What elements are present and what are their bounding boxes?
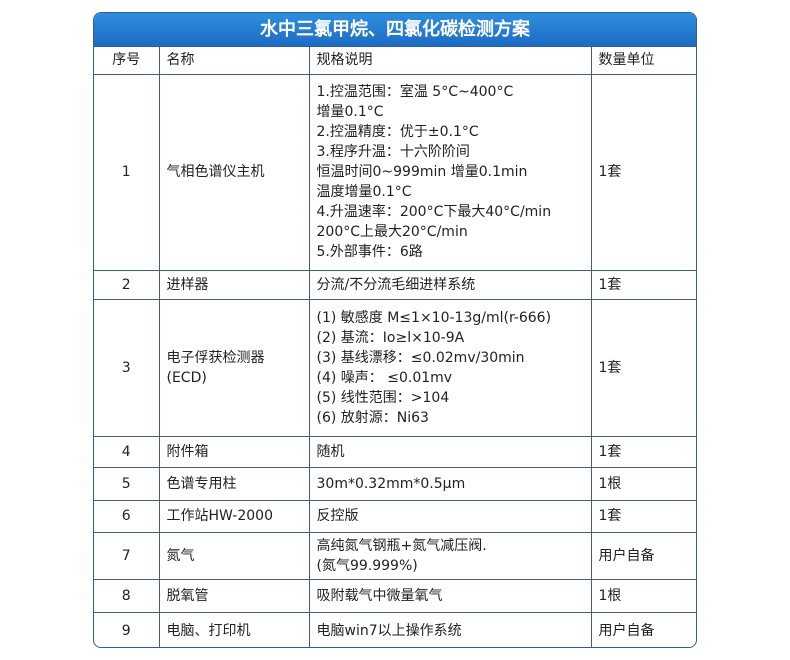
spec-line: 2.控温精度：优于±0.1°C xyxy=(316,124,479,140)
cell-qty: 1套 xyxy=(590,435,696,468)
name-line: 附件箱 xyxy=(166,443,209,460)
table-row: 6 工作站HW-2000 反控版 1套 xyxy=(94,499,696,533)
header-spec: 规格说明 xyxy=(308,47,592,75)
cell-name: 电子俘获检测器 (ECD) xyxy=(158,298,310,437)
cell-qty: 1套 xyxy=(590,269,696,300)
name-line: (ECD) xyxy=(166,369,207,386)
spec-line: (5) 线性范围：>104 xyxy=(316,389,450,406)
name-line: 气相色谱仪主机 xyxy=(166,164,265,180)
cell-name: 进样器 xyxy=(158,269,310,300)
cell-spec: 30m*0.32mm*0.5μm xyxy=(308,466,592,501)
spec-table: 序号 名称 规格说明 数量单位 1 气相色谱仪主机 1.控温范围：室温 5°C~40… xyxy=(94,47,696,647)
cell-spec: 吸附载气中微量氧气 xyxy=(308,578,592,613)
cell-no: 1 xyxy=(94,73,160,271)
spec-line: 温度增量0.1°C xyxy=(316,184,412,200)
spec-line: 电脑win7以上操作系统 xyxy=(316,622,462,639)
table-title: 水中三氯甲烷、四氯化碳检测方案 xyxy=(94,13,696,47)
spec-line: 高纯氮气钢瓶+氮气减压阀. xyxy=(316,537,487,554)
cell-name: 色谱专用柱 xyxy=(158,466,310,501)
table-row: 3 电子俘获检测器 (ECD) (1) 敏感度 M≤1×10-13g/ml(r-666… xyxy=(94,298,696,437)
spec-line: 3.程序升温：十六阶阶间 xyxy=(316,144,470,160)
cell-name: 脱氧管 xyxy=(158,578,310,613)
cell-no: 6 xyxy=(94,499,160,533)
cell-spec: (1) 敏感度 M≤1×10-13g/ml(r-666) (2) 基流：Io≥l×… xyxy=(308,298,592,437)
table-row: 5 色谱专用柱 30m*0.32mm*0.5μm 1根 xyxy=(94,466,696,501)
cell-spec: 电脑win7以上操作系统 xyxy=(308,611,592,647)
spec-line: 随机 xyxy=(316,443,345,460)
cell-qty: 1根 xyxy=(590,578,696,613)
cell-spec: 分流/不分流毛细进样系统 xyxy=(308,269,592,300)
table-row: 7 氮气 高纯氮气钢瓶+氮气减压阀. (氮气99.999%) 用户自备 xyxy=(94,531,696,580)
name-line: 进样器 xyxy=(166,276,209,293)
cell-no: 8 xyxy=(94,578,160,613)
name-line: 电脑、打印机 xyxy=(166,622,251,639)
name-line: 电子俘获检测器 xyxy=(166,349,265,366)
table-row: 9 电脑、打印机 电脑win7以上操作系统 用户自备 xyxy=(94,611,696,647)
header-qty: 数量单位 xyxy=(590,47,696,75)
cell-no: 9 xyxy=(94,611,160,647)
table-row: 4 附件箱 随机 1套 xyxy=(94,435,696,468)
spec-line: (3) 基线漂移：≤0.02mv/30min xyxy=(316,349,525,366)
cell-spec: 高纯氮气钢瓶+氮气减压阀. (氮气99.999%) xyxy=(308,531,592,580)
spec-line: 4.升温速率：200°C下最大40°C/min xyxy=(316,204,552,220)
spec-line: 30m*0.32mm*0.5μm xyxy=(316,475,466,492)
cell-spec: 反控版 xyxy=(308,499,592,533)
cell-no: 2 xyxy=(94,269,160,300)
cell-no: 5 xyxy=(94,466,160,501)
cell-spec: 随机 xyxy=(308,435,592,468)
spec-line: 吸附载气中微量氧气 xyxy=(316,587,443,604)
spec-line: 恒温时间0~999min 增量0.1min xyxy=(316,164,528,180)
cell-name: 电脑、打印机 xyxy=(158,611,310,647)
spec-line: 分流/不分流毛细进样系统 xyxy=(316,276,476,293)
header-name: 名称 xyxy=(158,47,310,75)
spec-line: (4) 噪声： ≤0.01mv xyxy=(316,369,453,386)
spec-line: 增量0.1°C xyxy=(316,104,384,120)
spec-line: (2) 基流：Io≥l×10-9A xyxy=(316,329,465,346)
table-row: 8 脱氧管 吸附载气中微量氧气 1根 xyxy=(94,578,696,613)
cell-name: 附件箱 xyxy=(158,435,310,468)
cell-no: 7 xyxy=(94,531,160,580)
cell-qty: 1套 xyxy=(590,298,696,437)
cell-no: 4 xyxy=(94,435,160,468)
spec-line: 反控版 xyxy=(316,508,359,524)
cell-spec: 1.控温范围：室温 5°C~400°C 增量0.1°C 2.控温精度：优于±0.1°… xyxy=(308,73,592,271)
spec-table-container: 水中三氯甲烷、四氯化碳检测方案 序号 名称 规格说明 数量单位 1 气相色谱仪主机… xyxy=(93,12,697,648)
name-line: 色谱专用柱 xyxy=(166,475,237,492)
cell-qty: 1根 xyxy=(590,466,696,501)
table-row: 2 进样器 分流/不分流毛细进样系统 1套 xyxy=(94,269,696,300)
name-line: 工作站HW-2000 xyxy=(166,508,273,524)
cell-name: 工作站HW-2000 xyxy=(158,499,310,533)
table-row: 1 气相色谱仪主机 1.控温范围：室温 5°C~400°C 增量0.1°C 2.控温精度… xyxy=(94,73,696,271)
header-no: 序号 xyxy=(94,47,160,75)
name-line: 氮气 xyxy=(166,547,195,564)
cell-no: 3 xyxy=(94,298,160,437)
cell-qty: 1套 xyxy=(590,499,696,533)
header-row: 序号 名称 规格说明 数量单位 xyxy=(94,47,696,75)
spec-line: (6) 放射源：Ni63 xyxy=(316,409,429,426)
cell-name: 氮气 xyxy=(158,531,310,580)
cell-qty: 用户自备 xyxy=(590,611,696,647)
cell-name: 气相色谱仪主机 xyxy=(158,73,310,271)
name-line: 脱氧管 xyxy=(166,587,209,604)
cell-qty: 用户自备 xyxy=(590,531,696,580)
cell-qty: 1套 xyxy=(590,73,696,271)
spec-line: 200°C上最大20°C/min xyxy=(316,224,468,240)
spec-line: 5.外部事件：6路 xyxy=(316,244,423,260)
spec-line: (氮气99.999%) xyxy=(316,557,418,574)
spec-line: (1) 敏感度 M≤1×10-13g/ml(r-666) xyxy=(316,309,552,326)
spec-line: 1.控温范围：室温 5°C~400°C xyxy=(316,84,514,100)
